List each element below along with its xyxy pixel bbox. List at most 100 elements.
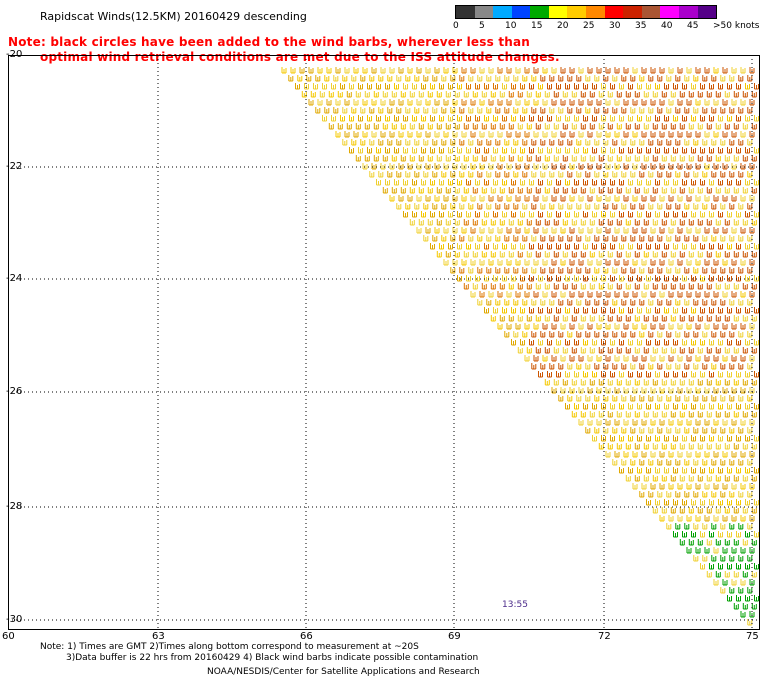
wind-barb bbox=[679, 379, 685, 386]
wind-barb bbox=[733, 155, 739, 162]
wind-barb bbox=[700, 179, 705, 186]
legend-swatch bbox=[493, 6, 512, 18]
wind-barb bbox=[724, 219, 730, 226]
wind-barb bbox=[628, 339, 633, 346]
wind-barb bbox=[722, 579, 728, 586]
wind-barb bbox=[724, 123, 730, 130]
wind-barb bbox=[623, 419, 629, 426]
wind-barb bbox=[632, 67, 638, 74]
wind-barb bbox=[670, 443, 676, 450]
wind-barb bbox=[596, 227, 602, 234]
wind-barb bbox=[697, 379, 703, 386]
wind-barb bbox=[513, 171, 519, 178]
wind-barb bbox=[517, 251, 523, 258]
wind-barb bbox=[639, 267, 645, 274]
wind-barb bbox=[745, 339, 750, 346]
wind-barb bbox=[511, 115, 516, 122]
wind-barb bbox=[560, 227, 566, 234]
wind-barb bbox=[490, 219, 496, 226]
wind-barb bbox=[670, 251, 676, 258]
lat-lon-grid bbox=[8, 55, 760, 630]
wind-barb bbox=[596, 99, 602, 106]
wind-barb bbox=[740, 515, 746, 522]
wind-barb bbox=[594, 203, 600, 210]
wind-barb bbox=[630, 267, 636, 274]
wind-barb bbox=[693, 427, 699, 434]
wind-barb bbox=[560, 291, 566, 298]
wind-barb bbox=[574, 403, 579, 410]
wind-barb bbox=[632, 291, 638, 298]
wind-barb bbox=[745, 243, 750, 250]
wind-barb bbox=[567, 363, 573, 370]
wind-barb bbox=[742, 539, 748, 546]
wind-barb bbox=[544, 347, 550, 354]
wind-barb bbox=[335, 67, 341, 74]
wind-barb bbox=[585, 363, 591, 370]
wind-barb bbox=[675, 75, 681, 82]
wind-barb bbox=[364, 91, 370, 98]
wind-barb bbox=[459, 203, 465, 210]
wind-barb bbox=[666, 331, 672, 338]
wind-barb bbox=[745, 499, 750, 506]
wind-barb bbox=[751, 283, 757, 290]
wind-barb bbox=[587, 131, 593, 138]
wind-barb bbox=[535, 91, 541, 98]
wind-barb bbox=[733, 539, 739, 546]
wind-barb bbox=[612, 395, 618, 402]
wind-barb bbox=[668, 67, 674, 74]
wind-barb bbox=[641, 419, 647, 426]
wind-barb bbox=[736, 467, 741, 474]
wind-barb bbox=[733, 187, 739, 194]
wind-barb bbox=[592, 147, 597, 154]
wind-barb bbox=[724, 379, 730, 386]
wind-barb bbox=[549, 235, 555, 242]
wind-barb bbox=[475, 243, 480, 250]
wind-barb bbox=[421, 211, 426, 218]
wind-barb bbox=[580, 187, 586, 194]
wind-barb bbox=[310, 91, 316, 98]
wind-barb bbox=[493, 83, 498, 90]
wind-barb bbox=[754, 499, 759, 506]
wind-barb bbox=[664, 467, 669, 474]
wind-barb bbox=[688, 251, 694, 258]
wind-barb bbox=[506, 131, 512, 138]
wind-barb bbox=[497, 163, 503, 170]
wind-barb bbox=[740, 483, 746, 490]
wind-barb bbox=[565, 115, 570, 122]
wind-barb bbox=[466, 179, 471, 186]
wind-barb bbox=[436, 91, 442, 98]
wind-barb bbox=[648, 427, 654, 434]
wind-barb bbox=[634, 123, 640, 130]
wind-barb bbox=[722, 99, 728, 106]
wind-barb bbox=[691, 435, 696, 442]
wind-barb bbox=[601, 371, 606, 378]
wind-barb bbox=[542, 99, 548, 106]
wind-barb bbox=[702, 267, 708, 274]
wind-barb bbox=[751, 155, 757, 162]
wind-barb bbox=[686, 99, 692, 106]
wind-barb bbox=[691, 371, 696, 378]
wind-barb bbox=[400, 155, 406, 162]
wind-barb bbox=[751, 219, 757, 226]
wind-barb bbox=[751, 315, 757, 322]
wind-barb bbox=[702, 491, 708, 498]
wind-barb bbox=[398, 195, 404, 202]
wind-barb bbox=[754, 275, 759, 282]
wind-barb bbox=[738, 235, 744, 242]
wind-barb bbox=[733, 443, 739, 450]
wind-barb bbox=[702, 203, 708, 210]
wind-barb bbox=[628, 83, 633, 90]
wind-barb bbox=[544, 251, 550, 258]
wind-barb bbox=[367, 115, 372, 122]
wind-barb bbox=[652, 219, 658, 226]
wind-barb bbox=[661, 379, 667, 386]
wind-barb bbox=[621, 395, 627, 402]
wind-barb bbox=[306, 75, 312, 82]
wind-barb bbox=[513, 203, 519, 210]
wind-barb bbox=[682, 147, 687, 154]
wind-barb bbox=[403, 211, 408, 218]
wind-barb bbox=[535, 187, 541, 194]
wind-barb bbox=[360, 139, 366, 146]
wind-barb bbox=[301, 91, 307, 98]
wind-barb bbox=[612, 235, 618, 242]
